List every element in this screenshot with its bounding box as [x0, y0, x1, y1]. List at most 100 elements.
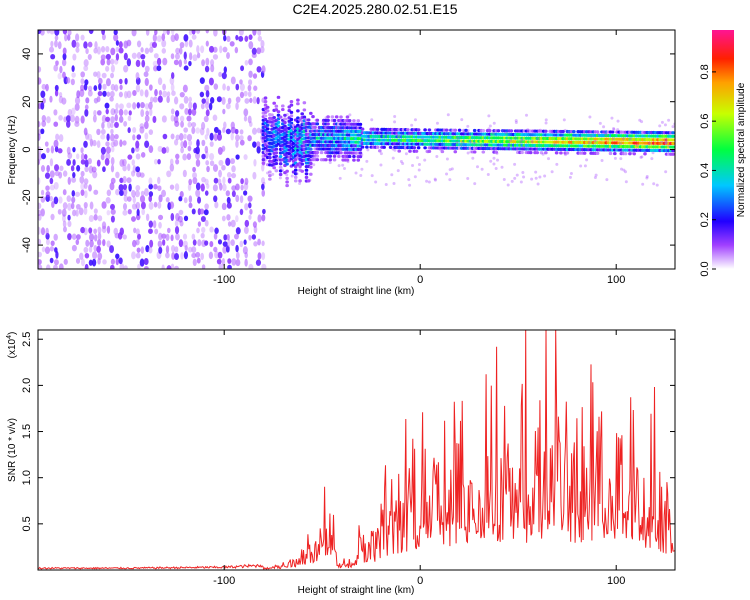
spectrogram-cell [174, 183, 180, 192]
spectrogram-cell [148, 201, 154, 210]
spectrogram-cell [226, 85, 231, 92]
spectrogram-cell [136, 52, 142, 59]
spectrogram-cell [263, 114, 268, 118]
spectrogram-cell [219, 182, 223, 191]
spectrogram-cell [135, 184, 141, 192]
spectrogram-cell [439, 148, 443, 152]
spectrogram-cell [425, 179, 429, 183]
spectrogram-cell [632, 152, 637, 156]
spectrogram-cell [111, 145, 115, 153]
spectrogram-cell [446, 113, 450, 117]
spectrogram-cell [293, 172, 298, 176]
spectrogram-cell [448, 168, 452, 172]
spectrogram-cell [61, 58, 67, 67]
spectrogram-cell [252, 171, 257, 180]
spectrogram-cell [275, 158, 279, 162]
spectrogram-cell [71, 107, 76, 116]
spectrogram-cell [261, 252, 266, 261]
spectrogram-cell [671, 145, 675, 149]
spectrogram-cell [64, 33, 68, 42]
spectrogram-cell [595, 151, 600, 155]
spectrogram-cell [239, 208, 244, 216]
spectrogram-cell [278, 172, 283, 177]
spectrogram-cell [186, 115, 192, 122]
spectrogram-cell [671, 131, 675, 135]
spectrogram-cell [131, 189, 136, 198]
spectrogram-cell [71, 196, 76, 204]
spectrogram-cell [374, 180, 378, 184]
spectrogram-cell [332, 158, 337, 162]
spectrogram-cell [309, 165, 313, 169]
spectrogram-cell [611, 137, 615, 141]
spectrogram-cell [178, 239, 184, 248]
spectrogram-cell [66, 159, 71, 166]
spectrogram-cell [131, 147, 135, 154]
spectrogram-cell [157, 145, 163, 152]
spectrogram-cell [174, 219, 179, 227]
spectrogram-cell [231, 190, 236, 198]
spectrogram-cell [100, 134, 106, 140]
spectrogram-cell [275, 127, 279, 131]
spectrogram-cell [96, 140, 101, 149]
spectrogram-cell [272, 134, 276, 138]
spectrogram-cell [101, 121, 105, 129]
spectrogram-cell [110, 108, 116, 116]
spectrogram-cell [285, 180, 289, 184]
spectrogram-cell [80, 182, 85, 191]
spectrogram-cell [612, 126, 616, 130]
spectrogram-cell [247, 115, 252, 124]
spectrogram-cell [118, 78, 123, 85]
spectrogram-cell [51, 201, 55, 209]
spectrogram-cell [97, 226, 102, 234]
spectrogram-cell [186, 134, 193, 142]
spectrogram-cell [135, 213, 141, 221]
spectrogram-cell [314, 118, 318, 122]
spectrogram-cell [456, 136, 460, 140]
spectrogram-cell [70, 202, 75, 210]
spectrogram-cell [162, 30, 167, 35]
spectrogram-cell [412, 146, 417, 150]
spectrogram-cell [80, 115, 85, 124]
spectrogram-cell [182, 153, 187, 161]
spectrogram-cell [122, 203, 128, 211]
spectrogram-cell [165, 245, 170, 254]
spectrogram-cell [74, 103, 80, 111]
spectrogram-cell [218, 159, 224, 166]
spectrogram-cell [619, 157, 623, 161]
spectrogram-cell [382, 145, 386, 149]
spectrogram-cell [38, 213, 42, 221]
spectrogram-cell [38, 202, 42, 210]
spectrogram-cell [158, 232, 163, 241]
spectrogram-cell [174, 265, 179, 269]
spectrogram-cell [278, 176, 282, 180]
spectrogram-cell [346, 160, 350, 164]
spectrogram-cell [148, 177, 153, 186]
spectrogram-cell [166, 170, 172, 178]
spectrogram-cell [243, 108, 249, 117]
spectrogram-cell [91, 258, 97, 267]
spectrogram-cell [272, 115, 276, 120]
snr-x-tick-label: 100 [607, 575, 625, 587]
spectrogram-cell [44, 141, 49, 147]
spectrogram-cell [480, 167, 484, 171]
spectrogram-cell [588, 115, 592, 119]
spectrogram-cell [62, 220, 67, 228]
spectrogram-cell [143, 257, 149, 266]
spectrogram-cell [610, 116, 614, 120]
spectrogram-cell [148, 129, 154, 135]
spectrogram-cell [78, 207, 84, 216]
spectrogram-cell [332, 154, 337, 158]
spectrogram-cell [169, 158, 174, 166]
spectrogram-cell [555, 150, 559, 154]
spectrogram-cell [595, 130, 600, 134]
spectrogram-cell [96, 245, 101, 253]
spectrogram-cells [38, 30, 675, 269]
spectrogram-cell [204, 178, 209, 185]
spectrogram-cell [404, 152, 408, 156]
spectrogram-cell [212, 164, 219, 172]
spectrogram-cell [93, 85, 98, 92]
spectrogram-cell [187, 108, 192, 116]
spectrogram-cell [352, 144, 356, 148]
spectrogram-y-tick-label: -20 [21, 189, 33, 205]
spectrogram-cell [154, 228, 159, 235]
